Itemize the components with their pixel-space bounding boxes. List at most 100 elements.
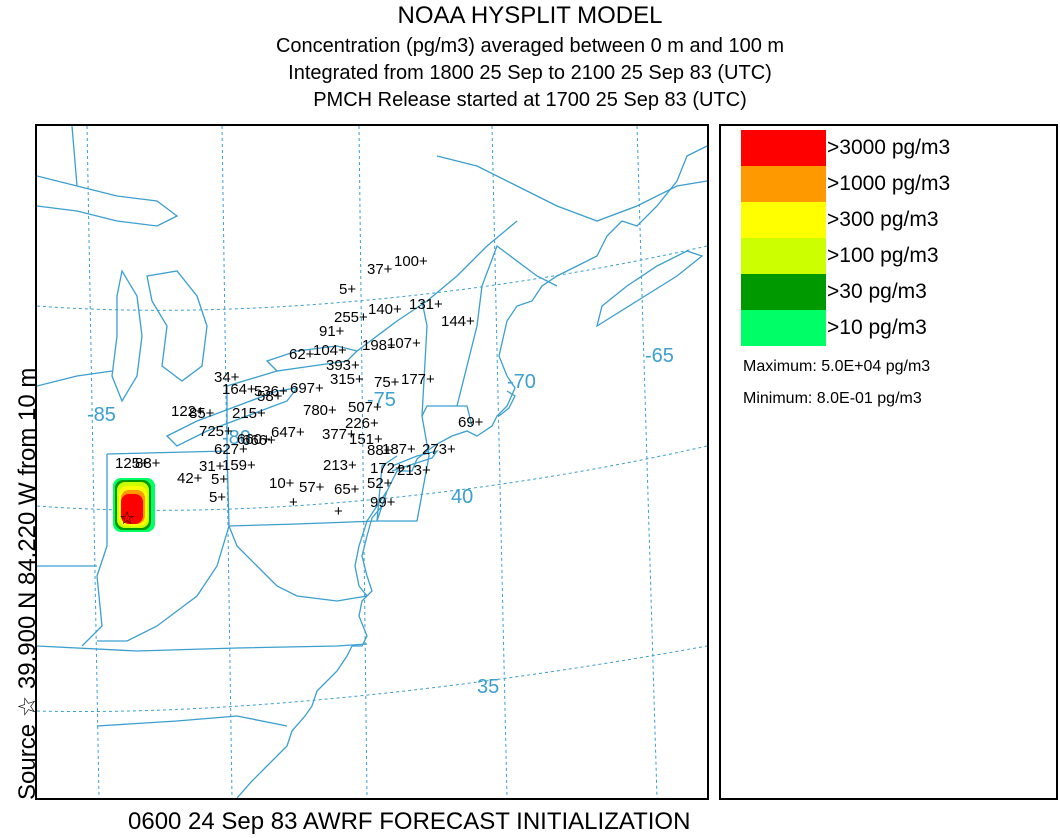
lake-erie (165, 387, 299, 447)
state-border (97, 525, 230, 642)
station-value: 536+ (254, 383, 288, 400)
station-value: 125+ (115, 455, 149, 472)
graticule-line (358, 126, 368, 798)
legend-minimum: Minimum: 8.0E-01 pg/m3 (743, 390, 922, 407)
graticule-line (491, 126, 508, 798)
state-border (37, 643, 368, 652)
forecast-initialization-label: 0600 24 Sep 83 AWRF FORECAST INITIALIZAT… (128, 808, 691, 835)
star-icon: ☆ (119, 508, 135, 528)
page-title: NOAA HYSPLIT MODEL (397, 2, 663, 29)
station-value: 144+ (441, 313, 475, 330)
station-value: 226+ (345, 415, 379, 432)
station-value: 5+ (209, 489, 226, 506)
station-value: 88+ (135, 455, 161, 472)
station-value: 58+ (257, 388, 283, 405)
station-value: 88+ (367, 442, 393, 459)
gulf-coast-north (436, 155, 707, 222)
latitude-label: 40 (451, 486, 473, 508)
legend-label: >10 pg/m3 (827, 316, 927, 339)
legend-label: >300 pg/m3 (827, 208, 939, 231)
station-value: 57+ (299, 479, 325, 496)
legend-swatch (741, 202, 826, 238)
station-value: 215+ (232, 405, 266, 422)
graticule (37, 126, 707, 798)
station-value: 647+ (271, 424, 305, 441)
station-value: 140+ (368, 301, 402, 318)
release-info: PMCH Release started at 1700 25 Sep 83 (… (313, 89, 747, 111)
state-border (37, 370, 113, 387)
state-border (421, 300, 428, 417)
station-value: 315+ (330, 371, 364, 388)
legend-swatch (741, 274, 826, 310)
longitude-label: -70 (507, 371, 536, 393)
graticule-line (37, 245, 707, 311)
station-value: 99+ (370, 494, 396, 511)
station-value: 377+ (322, 426, 356, 443)
station-value: 37+ (367, 261, 393, 278)
st-lawrence (356, 220, 518, 352)
station-value: 5+ (211, 471, 228, 488)
station-value: 69+ (458, 414, 484, 431)
state-border (228, 525, 368, 602)
station-value: 85+ (189, 405, 215, 422)
station-value: 159+ (222, 457, 256, 474)
station-value: 177+ (401, 371, 435, 388)
legend-label: >1000 pg/m3 (827, 172, 951, 195)
station-value: 65+ (334, 481, 360, 498)
station-value: + (289, 494, 298, 511)
plume-contour (121, 494, 143, 524)
graticule-line (86, 126, 100, 798)
station-value: 198+ (362, 337, 396, 354)
station-value: 660+ (237, 431, 271, 448)
station-value: 42+ (177, 470, 203, 487)
legend-label: >100 pg/m3 (827, 244, 939, 267)
station-value: 507+ (348, 399, 382, 416)
long-island (391, 449, 439, 472)
longitude-label: -85 (87, 404, 116, 426)
station-value: 666+ (242, 432, 276, 449)
state-border (81, 454, 108, 647)
state-border (226, 370, 278, 451)
station-value: + (334, 503, 343, 520)
station-value: 172+ (370, 460, 404, 477)
lake-michigan (111, 269, 143, 403)
station-value: 627+ (214, 441, 248, 458)
station-value: 100+ (394, 253, 428, 270)
station-value: 62+ (289, 346, 315, 363)
concentration-plume: ☆ (113, 478, 155, 532)
longitude-label: -65 (645, 345, 674, 367)
map-canvas: -85 -80 -75 -70 -65 40 35 ☆ 37+ 100+ 5+ 255+ 140+ 1… (37, 126, 707, 798)
chesapeake-bay (354, 490, 388, 597)
station-value: 697+ (290, 380, 324, 397)
legend-swatch (741, 130, 826, 166)
map-panel: -85 -80 -75 -70 -65 40 35 ☆ 37+ 100+ 5+ 255+ 140+ 1… (35, 124, 709, 800)
station-value: 75+ (374, 374, 400, 391)
station-value: 91+ (319, 323, 345, 340)
station-value: 187+ (382, 441, 416, 458)
legend-panel: >3000 pg/m3 >1000 pg/m3 >300 pg/m3 >100 pg/… (719, 124, 1058, 800)
integration-period: Integrated from 1800 25 Sep to 2100 25 S… (288, 62, 772, 84)
legend-swatch (741, 310, 826, 346)
station-value: 107+ (387, 335, 421, 352)
station-value: 104+ (313, 342, 347, 359)
station-value: 213+ (397, 462, 431, 479)
station-value: 393+ (326, 357, 360, 374)
cape-cod (498, 390, 516, 417)
lake-ontario (265, 345, 359, 372)
station-value: 131+ (409, 296, 443, 313)
station-value: 164+ (222, 381, 256, 398)
coastline (236, 145, 707, 798)
legend-swatch (741, 238, 826, 274)
longitude-label: -75 (367, 389, 396, 411)
station-value: 31+ (199, 458, 225, 475)
graticule-line (636, 126, 658, 798)
longitude-label: -80 (222, 427, 251, 449)
station-value: 213+ (323, 457, 357, 474)
station-value: 273+ (422, 441, 456, 458)
latitude-label: 35 (477, 676, 499, 698)
nova-scotia (595, 250, 704, 328)
station-value: 122+ (171, 403, 205, 420)
legend-swatch (741, 166, 826, 202)
state-border (376, 455, 398, 522)
station-value: 10+ (269, 475, 295, 492)
